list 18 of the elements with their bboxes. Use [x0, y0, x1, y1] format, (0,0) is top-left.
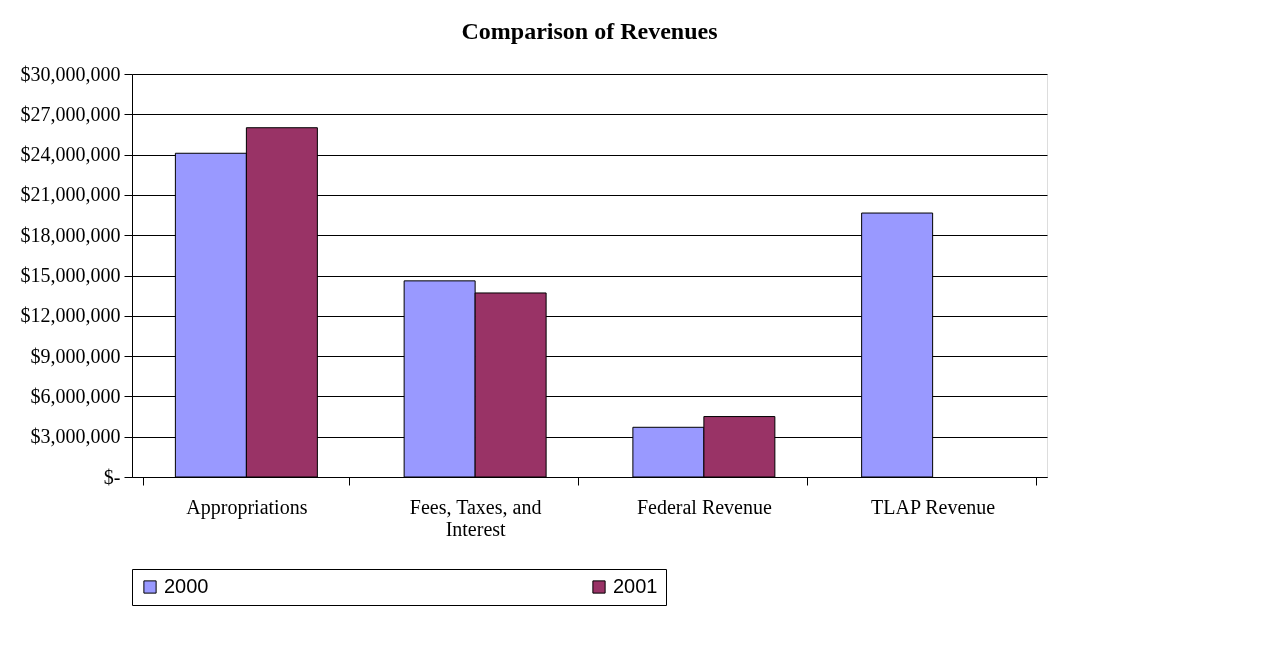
x-tick-label: TLAP Revenue — [871, 495, 996, 518]
y-tick-label: $- — [103, 465, 121, 488]
x-tick-label: Appropriations — [186, 495, 308, 519]
y-tick-label: $27,000,000 — [20, 102, 121, 125]
x-tick-label: Federal Revenue — [636, 495, 772, 518]
y-tick-label: $21,000,000 — [20, 183, 121, 206]
y-tick-label: $6,000,000 — [30, 384, 121, 407]
x-tick-label: Fees, Taxes, and Interest — [409, 495, 542, 540]
y-tick-label: $12,000,000 — [20, 304, 121, 327]
y-tick-label: $18,000,000 — [20, 223, 121, 246]
y-tick-label: $24,000,000 — [20, 143, 121, 166]
legend-label: 2001 — [613, 575, 658, 597]
y-tick-label: $30,000,000 — [20, 62, 121, 85]
y-tick-label: $9,000,000 — [30, 344, 121, 367]
y-tick-label: $15,000,000 — [20, 264, 121, 286]
y-tick-label: $3,000,000 — [30, 425, 121, 448]
legend-label: 2000 — [164, 575, 209, 597]
chart-title: Comparison of Revenues — [461, 18, 718, 44]
